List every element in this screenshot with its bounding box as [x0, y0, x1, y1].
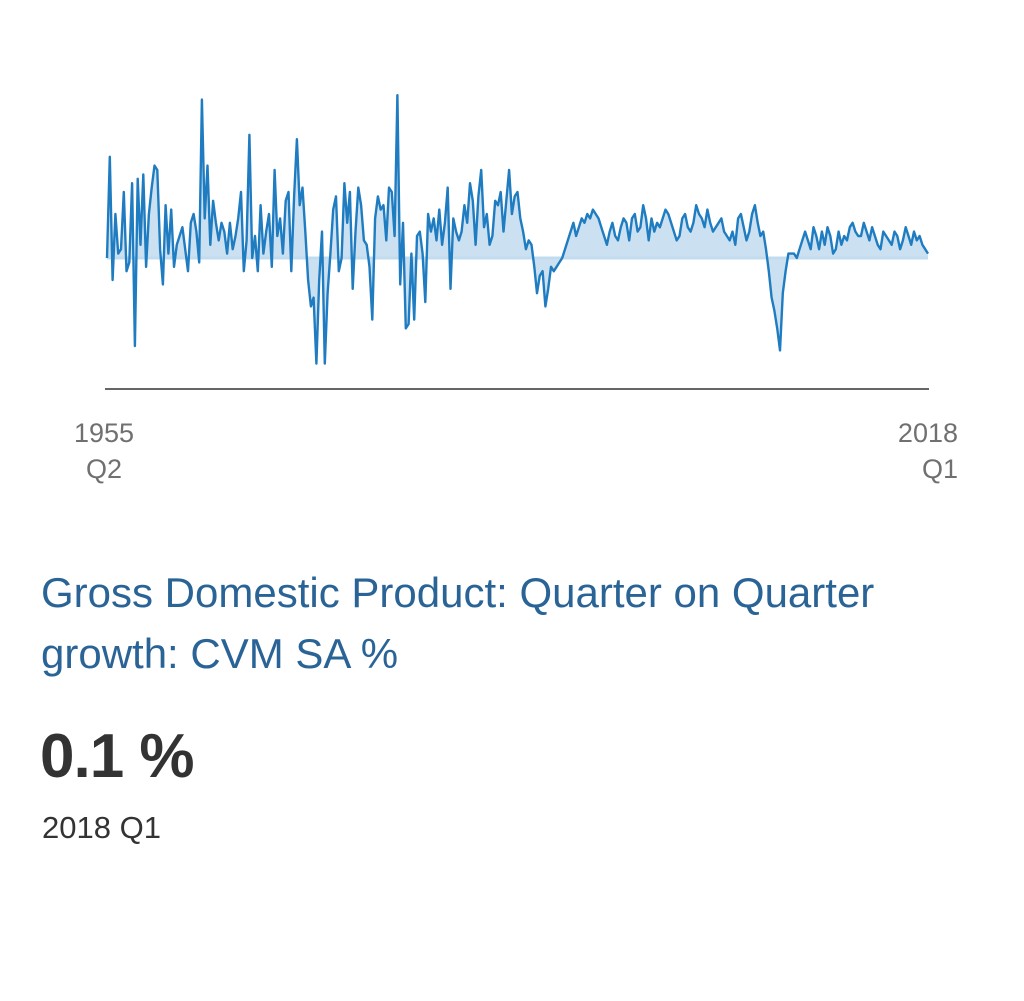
x-tick-start-year: 1955: [74, 418, 135, 448]
series-area: [107, 95, 928, 364]
value-period: 2018 Q1: [42, 810, 161, 845]
headline-value: 0.1 %: [40, 722, 195, 791]
sparkline-chart: 1955 Q2 2018 Q1: [0, 0, 1024, 500]
indicator-title[interactable]: Gross Domestic Product: Quarter on Quart…: [41, 569, 875, 677]
x-tick-end: 2018 Q1: [898, 415, 958, 487]
chart-plot: [105, 93, 930, 390]
x-tick-end-quarter: Q1: [921, 454, 958, 484]
x-tick-start: 1955 Q2: [74, 415, 134, 487]
x-tick-start-quarter: Q2: [86, 454, 123, 484]
x-tick-end-year: 2018: [897, 418, 958, 448]
series-line: [105, 93, 930, 365]
